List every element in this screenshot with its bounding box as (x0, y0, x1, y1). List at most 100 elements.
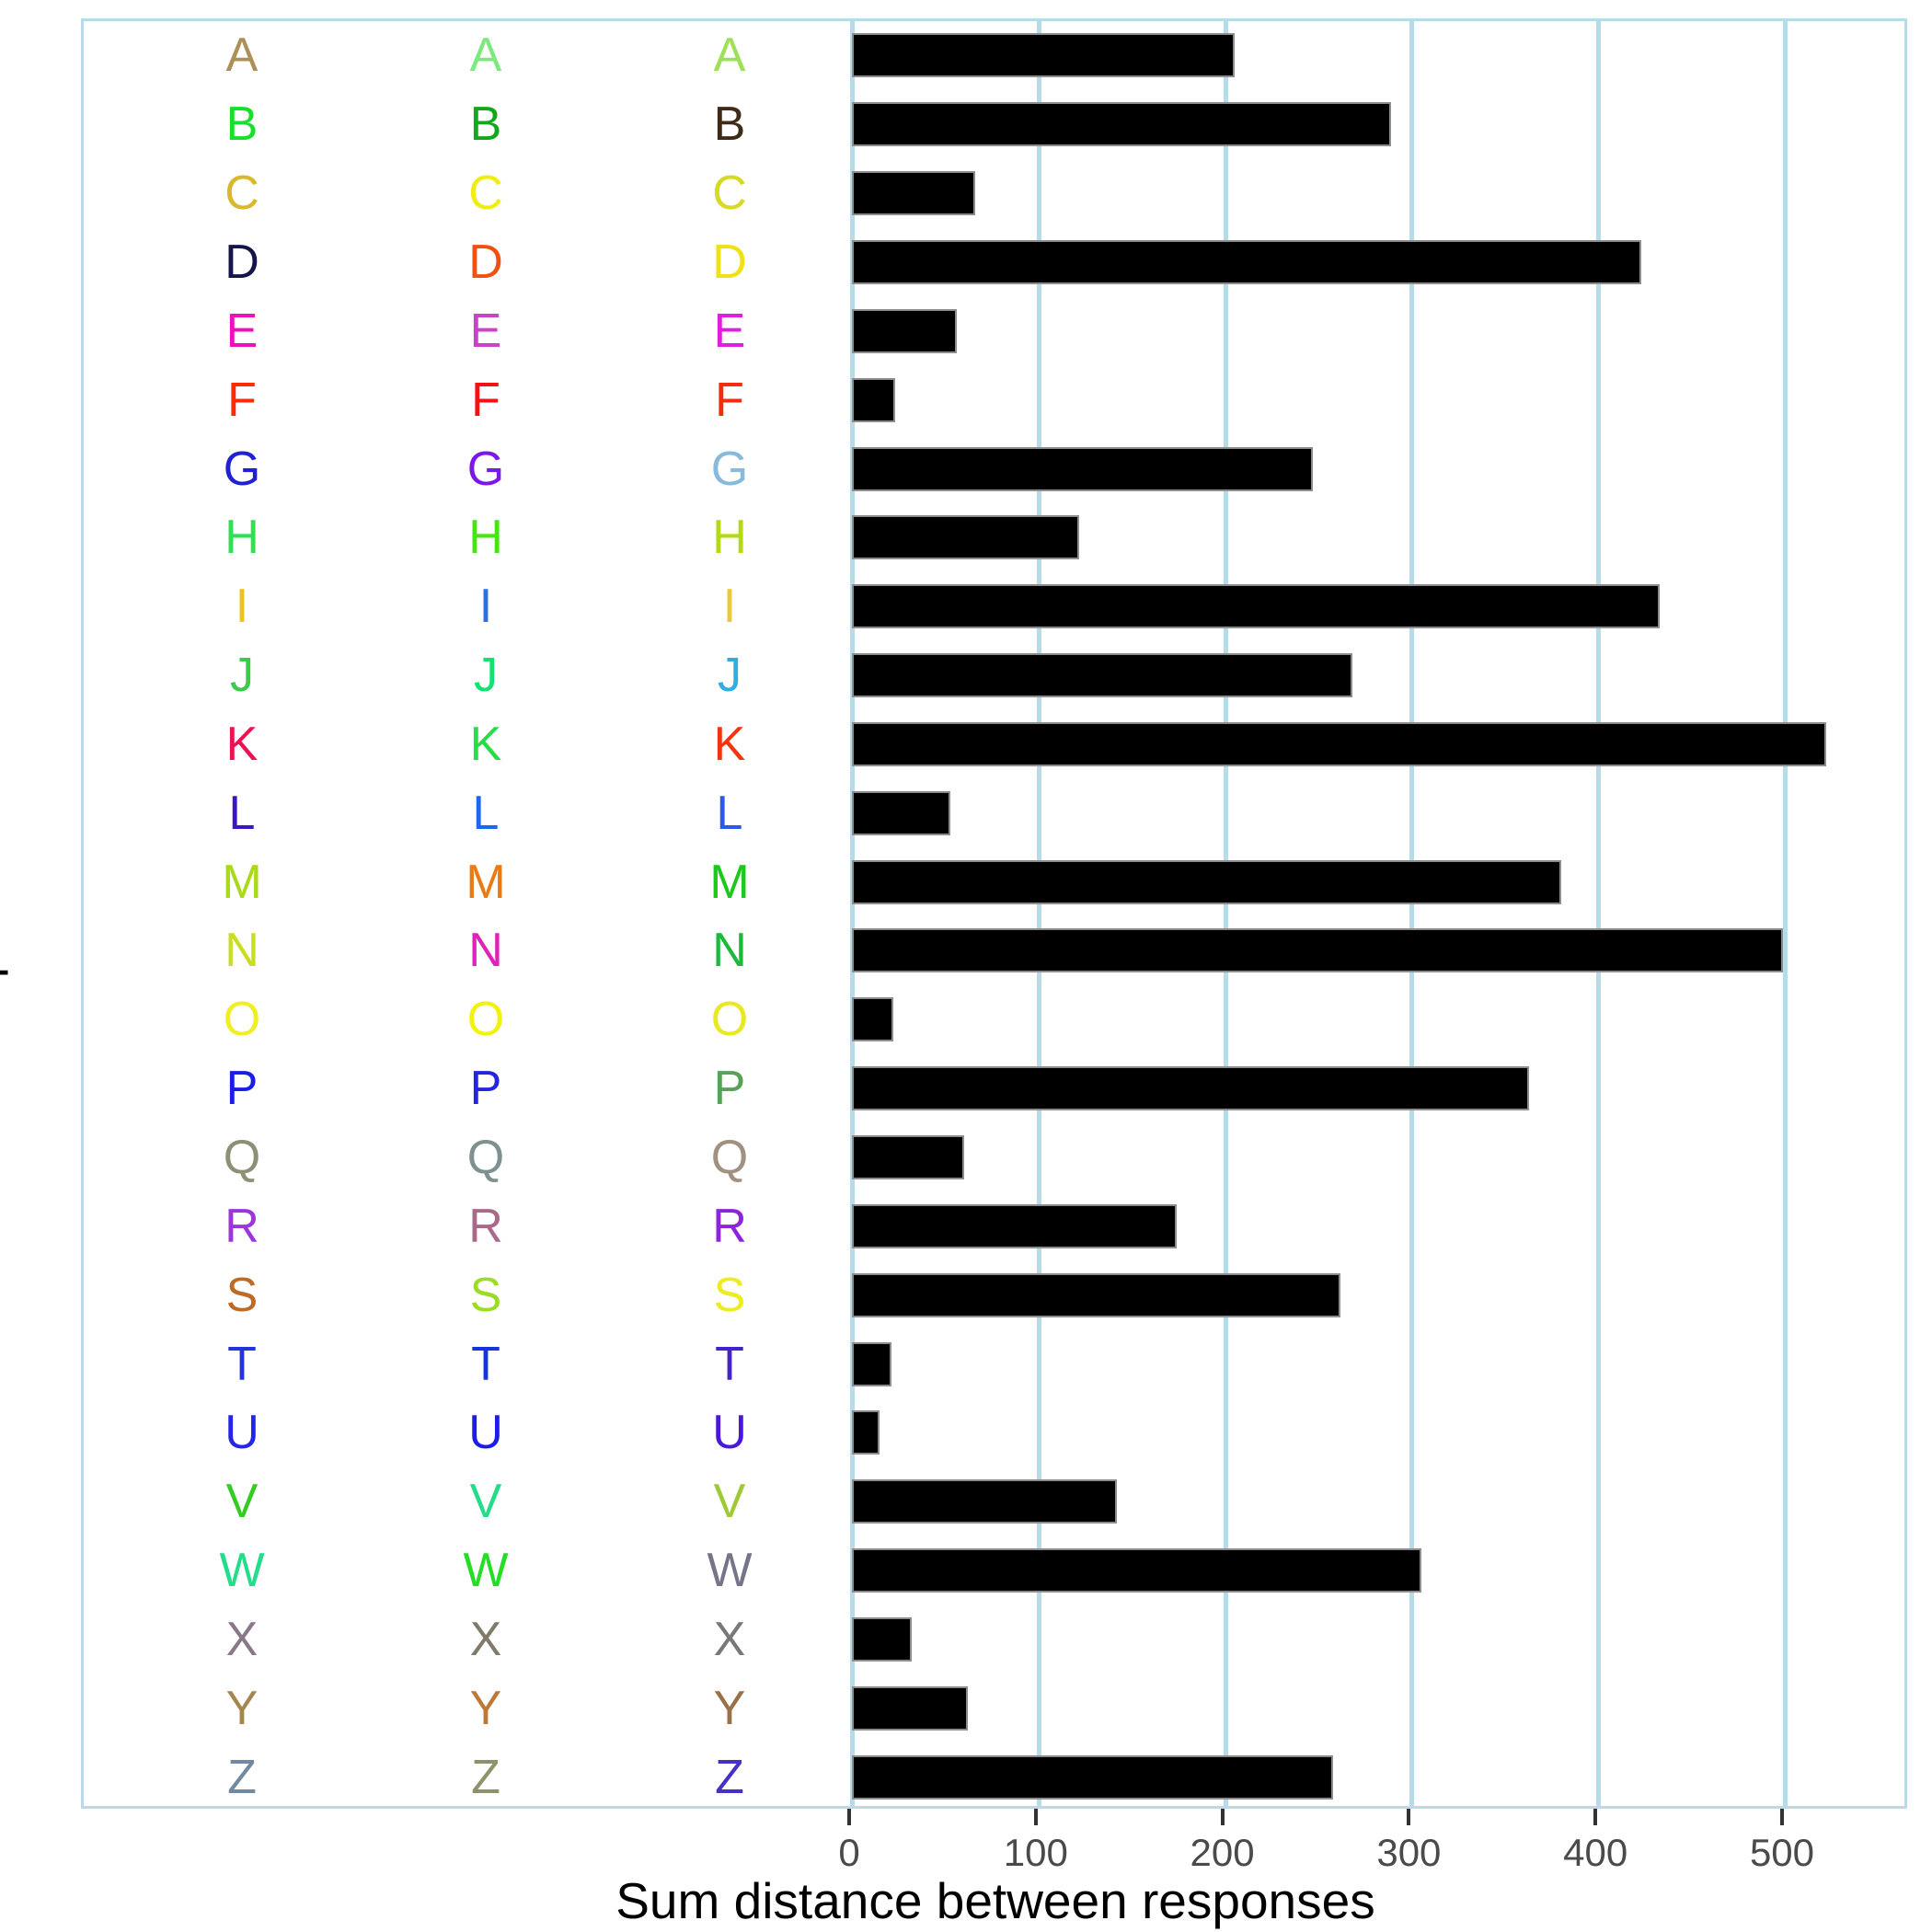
grapheme-letter-O-col2: O (466, 993, 505, 1047)
grapheme-letter-I-col3: I (722, 580, 737, 634)
x-tick-label-500: 500 (1749, 1831, 1815, 1874)
bar-G (852, 446, 1313, 491)
grapheme-letter-X-col2: X (469, 1612, 502, 1666)
grapheme-letter-I-col2: I (478, 580, 493, 634)
grapheme-letter-O-col3: O (710, 993, 749, 1047)
grapheme-letter-V-col3: V (713, 1475, 746, 1529)
x-tick-label-300: 300 (1376, 1831, 1442, 1874)
grapheme-letter-Y-col3: Y (713, 1681, 746, 1735)
grapheme-letter-U-col3: U (712, 1406, 747, 1460)
bar-V (852, 1479, 1117, 1524)
grapheme-letter-V-col1: V (225, 1475, 259, 1529)
grapheme-letter-W-col1: W (219, 1544, 265, 1598)
grapheme-letter-Q-col3: Q (710, 1130, 749, 1184)
gridline-x-100 (1036, 21, 1041, 1806)
bar-C (852, 171, 975, 216)
grapheme-letter-T-col1: T (227, 1337, 257, 1391)
grapheme-letter-M-col3: M (709, 855, 750, 909)
grapheme-letter-A-col1: A (225, 29, 259, 83)
grapheme-letter-Z-col1: Z (227, 1750, 257, 1804)
bar-Q (852, 1134, 964, 1179)
grapheme-letter-D-col1: D (224, 235, 259, 289)
bar-E (852, 308, 957, 353)
grapheme-letter-S-col3: S (713, 1268, 746, 1322)
grapheme-letter-V-col2: V (469, 1475, 502, 1529)
grapheme-letter-L-col1: L (228, 786, 256, 840)
grapheme-letter-F-col2: F (471, 373, 500, 427)
grapheme-letter-R-col3: R (712, 1199, 747, 1253)
grapheme-letter-F-col3: F (715, 373, 744, 427)
grapheme-letter-J-col3: J (718, 649, 742, 703)
grapheme-letter-R-col1: R (224, 1199, 259, 1253)
grapheme-letter-K-col3: K (713, 717, 746, 771)
bar-L (852, 790, 951, 835)
gridline-x-0 (850, 21, 855, 1806)
bar-R (852, 1203, 1177, 1248)
grapheme-letter-M-col2: M (466, 855, 506, 909)
grapheme-letter-G-col3: G (710, 442, 749, 496)
bar-Y (852, 1685, 968, 1731)
gridline-x-300 (1409, 21, 1415, 1806)
grapheme-letter-S-col1: S (225, 1268, 259, 1322)
grapheme-letter-W-col2: W (463, 1544, 509, 1598)
x-tick-300 (1407, 1809, 1411, 1825)
grapheme-letter-Z-col2: Z (471, 1750, 500, 1804)
grapheme-letter-J-col2: J (474, 649, 498, 703)
grapheme-letter-U-col1: U (224, 1406, 259, 1460)
grapheme-letter-R-col2: R (468, 1199, 503, 1253)
x-tick-200 (1220, 1809, 1225, 1825)
grapheme-letter-B-col2: B (469, 98, 502, 152)
grapheme-letter-Q-col1: Q (223, 1130, 261, 1184)
grapheme-letter-G-col2: G (466, 442, 505, 496)
grapheme-letter-E-col2: E (469, 304, 502, 358)
grapheme-letter-L-col3: L (716, 786, 743, 840)
bar-W (852, 1548, 1421, 1593)
grapheme-letter-I-col1: I (235, 580, 249, 634)
grapheme-letter-J-col1: J (230, 649, 254, 703)
grapheme-letter-N-col1: N (224, 924, 259, 978)
grapheme-letter-Z-col3: Z (715, 1750, 744, 1804)
bar-M (852, 859, 1561, 904)
bar-T (852, 1341, 891, 1386)
grapheme-letter-H-col2: H (468, 511, 503, 565)
grapheme-letter-P-col3: P (713, 1062, 746, 1116)
bar-J (852, 653, 1352, 698)
grapheme-letter-M-col1: M (222, 855, 262, 909)
x-axis-title: Sum distance between responses (615, 1872, 1375, 1929)
grapheme-letter-E-col3: E (713, 304, 746, 358)
grapheme-letter-P-col2: P (469, 1062, 502, 1116)
y-axis-title: Grapheme (0, 823, 8, 1063)
grapheme-letter-T-col2: T (471, 1337, 500, 1391)
grapheme-letter-H-col3: H (712, 511, 747, 565)
grapheme-letter-A-col2: A (469, 29, 502, 83)
grapheme-letter-E-col1: E (225, 304, 259, 358)
grapheme-letter-S-col2: S (469, 1268, 502, 1322)
grapheme-letter-H-col1: H (224, 511, 259, 565)
grapheme-letter-G-col1: G (223, 442, 261, 496)
grapheme-letter-D-col2: D (468, 235, 503, 289)
grapheme-letter-D-col3: D (712, 235, 747, 289)
bar-P (852, 1066, 1530, 1111)
bar-H (852, 515, 1080, 560)
gridline-x-500 (1783, 21, 1788, 1806)
grapheme-letter-K-col1: K (225, 717, 259, 771)
gridline-x-200 (1223, 21, 1228, 1806)
grapheme-letter-Y-col1: Y (225, 1681, 259, 1735)
bar-I (852, 584, 1661, 629)
grapheme-letter-F-col1: F (227, 373, 257, 427)
grapheme-letter-K-col2: K (469, 717, 502, 771)
x-tick-label-400: 400 (1563, 1831, 1628, 1874)
grapheme-letter-X-col3: X (713, 1612, 746, 1666)
grapheme-letter-C-col3: C (712, 167, 747, 221)
grapheme-letter-N-col2: N (468, 924, 503, 978)
x-tick-100 (1033, 1809, 1038, 1825)
x-tick-label-100: 100 (1003, 1831, 1068, 1874)
grapheme-letter-O-col1: O (223, 993, 261, 1047)
bar-N (852, 928, 1783, 973)
x-tick-0 (847, 1809, 851, 1825)
grapheme-letter-W-col3: W (707, 1544, 753, 1598)
grapheme-letter-U-col2: U (468, 1406, 503, 1460)
x-tick-500 (1780, 1809, 1784, 1825)
